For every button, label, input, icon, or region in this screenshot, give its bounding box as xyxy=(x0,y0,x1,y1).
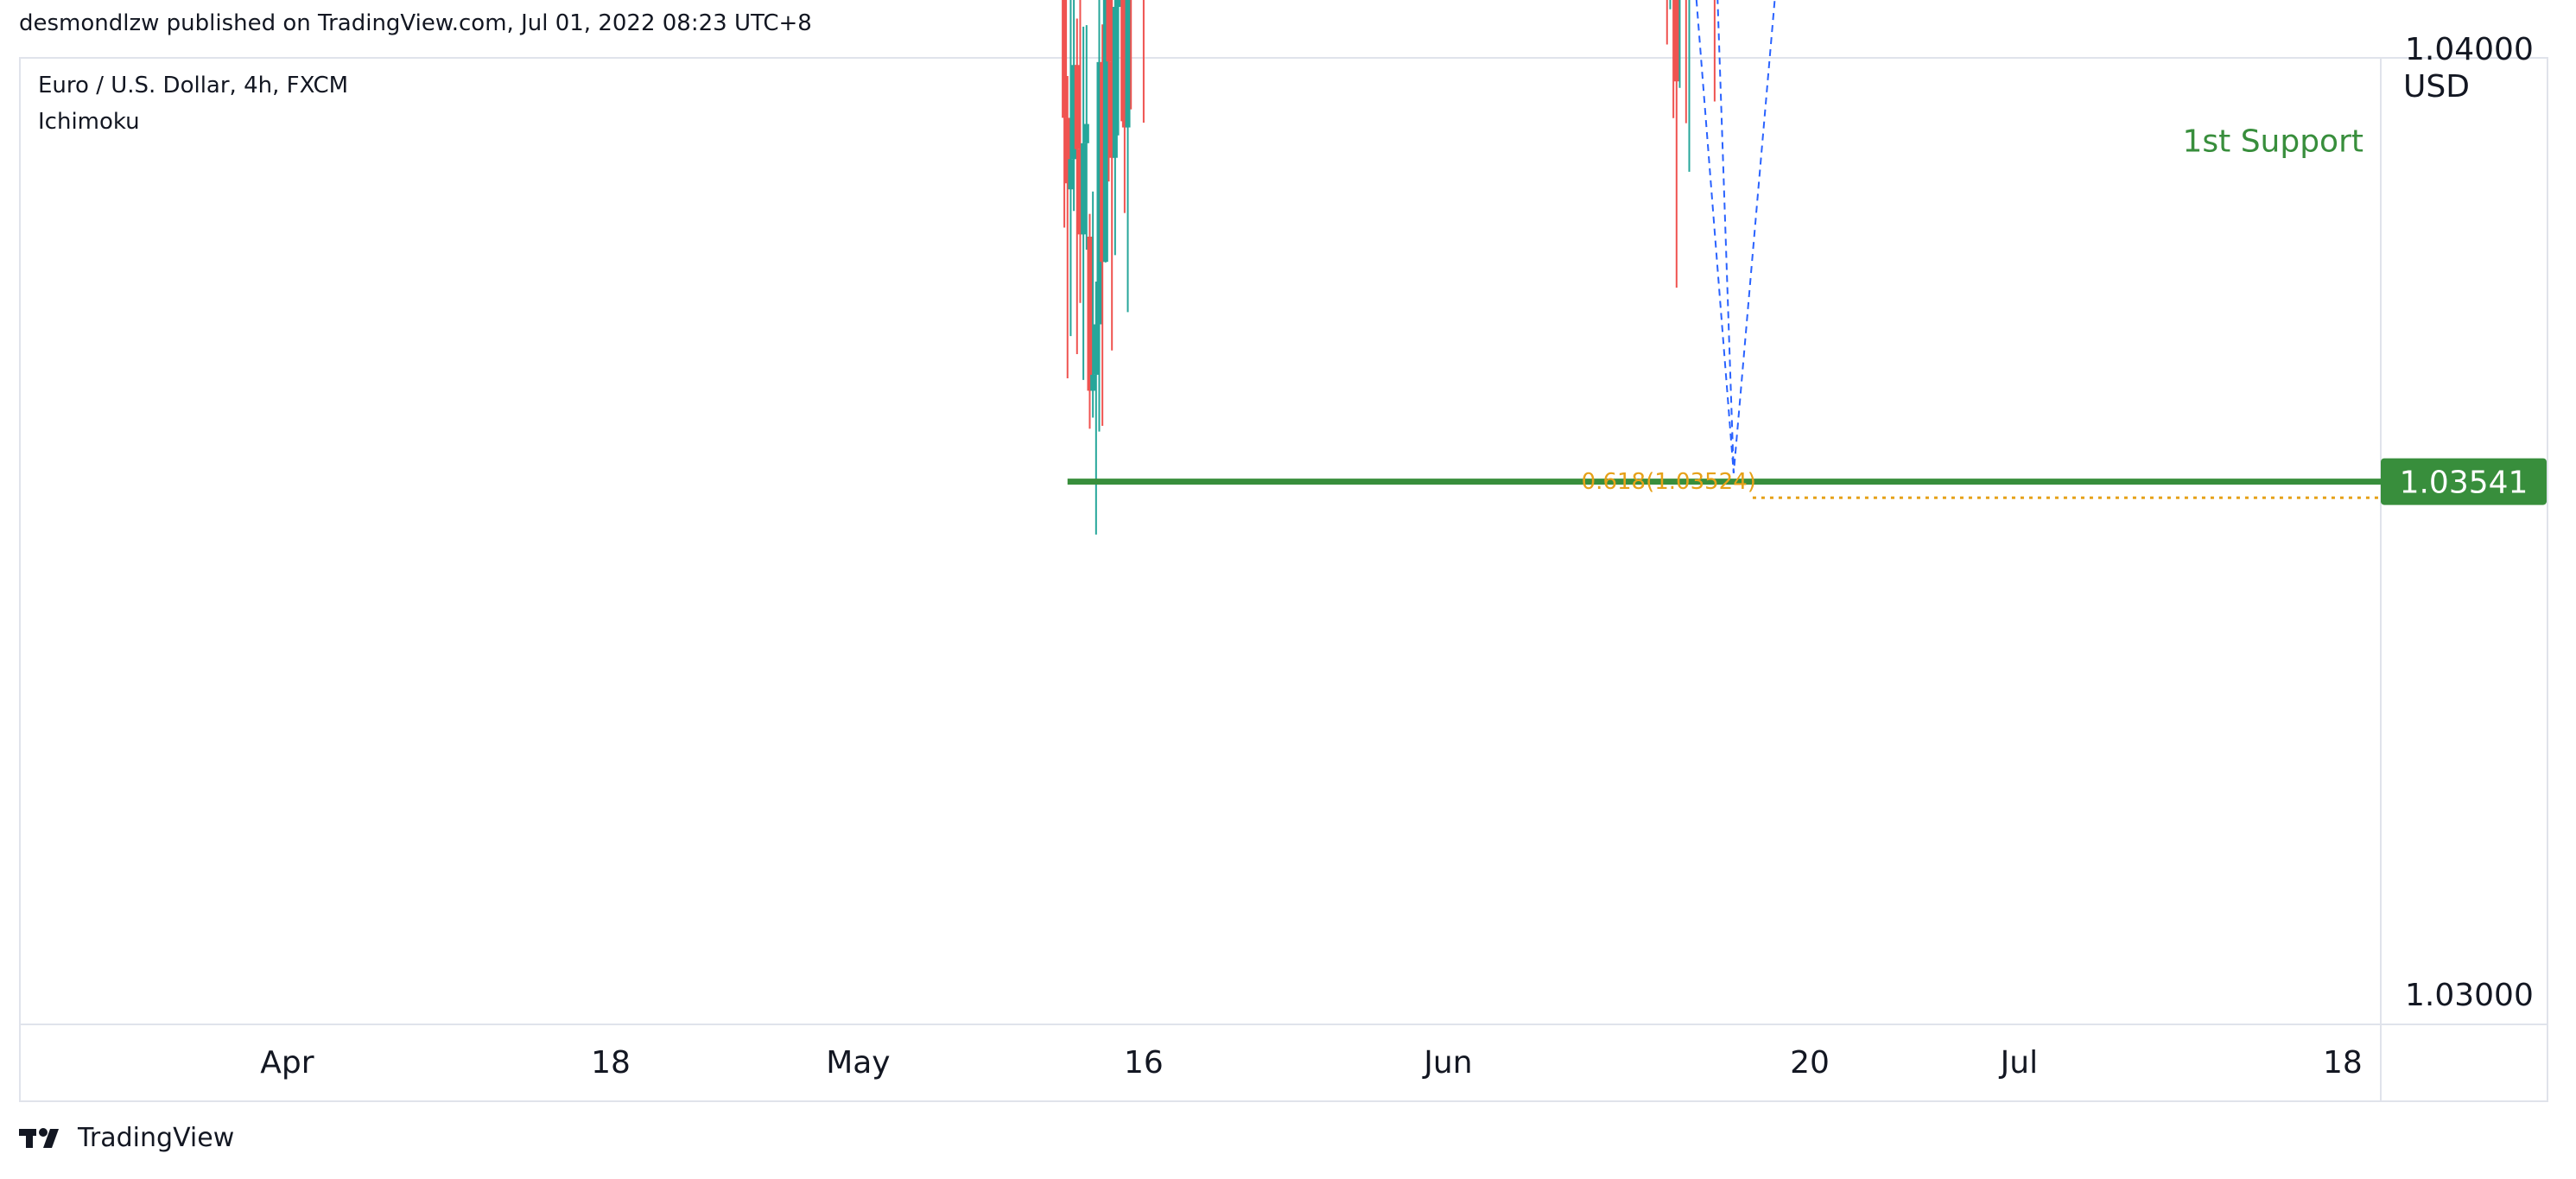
abcd-pattern-diagonal xyxy=(1695,0,1735,473)
x-tick-label: Jun xyxy=(1422,1045,1472,1081)
candle-body xyxy=(1077,149,1083,235)
candle-body xyxy=(1083,124,1089,143)
fib-label: 0.618(1.03524) xyxy=(1582,469,1756,495)
publish-info: desmondlzw published on TradingView.com,… xyxy=(19,10,812,36)
x-tick-label: 18 xyxy=(2323,1045,2363,1081)
candle-body xyxy=(1062,0,1068,118)
candle-body xyxy=(1074,65,1080,149)
y-tick-label: 1.03000 xyxy=(2405,978,2534,1013)
footer: TradingView xyxy=(19,1123,234,1153)
candle-body xyxy=(1071,65,1077,160)
x-tick-label: 20 xyxy=(1790,1045,1830,1081)
price-badge xyxy=(2381,458,2547,505)
candle-body xyxy=(1112,6,1118,158)
candle-body xyxy=(1125,0,1131,128)
footer-brand[interactable]: TradingView xyxy=(78,1123,235,1153)
candle-body xyxy=(1100,61,1106,263)
y-tick-label: 1.04000 xyxy=(2405,32,2534,67)
x-tick-label: 18 xyxy=(591,1045,631,1081)
indicator-label[interactable]: Ichimoku xyxy=(38,109,140,135)
price-badge-label: 1.03541 xyxy=(2400,466,2528,501)
abcd-pattern-line xyxy=(1716,0,1776,473)
candle-body xyxy=(1090,374,1096,391)
candle-body xyxy=(1102,0,1108,263)
symbol-title[interactable]: Euro / U.S. Dollar, 4h, FXCM xyxy=(38,73,349,98)
tradingview-logo-icon xyxy=(19,1127,59,1148)
candle-body xyxy=(1068,159,1074,190)
chart-frame xyxy=(19,57,2548,1102)
level-label: 1st Support xyxy=(2182,124,2363,159)
x-tick-label: 16 xyxy=(1124,1045,1164,1081)
candle-body xyxy=(1096,61,1102,325)
candle-body xyxy=(1087,237,1093,391)
price-axis-currency: USD xyxy=(2403,69,2470,105)
x-tick-label: Jul xyxy=(1999,1045,2038,1081)
candle-body xyxy=(1106,0,1112,62)
candle-body xyxy=(1673,0,1679,82)
candle-body xyxy=(1121,0,1127,128)
candle-body xyxy=(1109,61,1115,158)
x-tick-label: May xyxy=(826,1045,890,1081)
candle-body xyxy=(1064,117,1070,184)
candle-body xyxy=(1093,324,1099,375)
x-tick-label: Apr xyxy=(260,1045,314,1081)
candle-body xyxy=(1081,143,1087,235)
candle-body xyxy=(1115,0,1121,7)
